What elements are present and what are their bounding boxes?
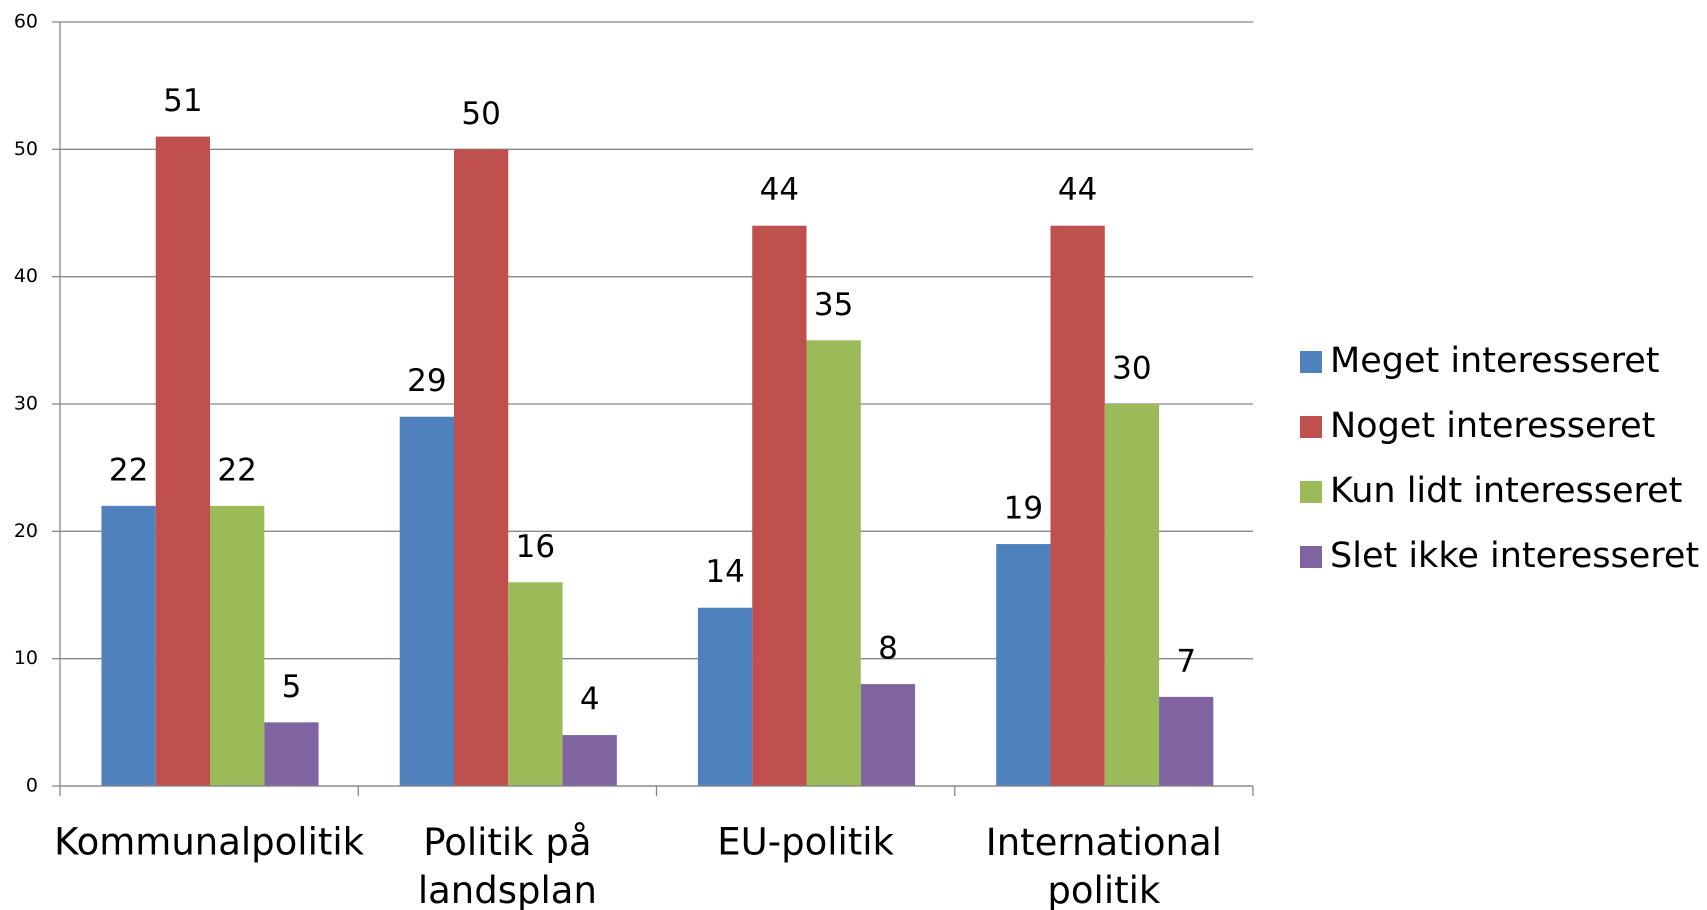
bar [453,149,509,787]
data-label: 44 [1058,172,1097,208]
data-label: 35 [814,287,853,323]
data-label: 22 [217,452,256,488]
x-tick-label: Politik på landsplan [418,821,597,910]
bar [210,505,265,786]
x-tick-label: International politik [986,821,1222,910]
bar [101,505,156,786]
x-tick-label: Kommunalpolitik [54,821,364,864]
y-tick-label: 50 [14,138,38,160]
legend-label: Meget interesseret [1330,341,1660,381]
data-label: 29 [407,363,446,399]
data-label: 5 [282,669,302,705]
data-label: 19 [1004,491,1043,527]
y-tick-label: 10 [14,647,38,669]
data-label: 8 [878,631,898,667]
data-label: 16 [516,529,555,565]
y-tick-label: 30 [14,393,38,415]
x-tick-label: EU-politik [717,821,894,864]
bar [562,735,617,786]
data-label: 44 [760,172,799,208]
data-label: 4 [580,682,600,718]
y-tick-label: 40 [14,265,38,287]
bar [806,340,861,786]
legend-label: Kun lidt interesseret [1330,471,1682,511]
data-label: 30 [1112,351,1151,387]
legend-label: Noget interesseret [1330,406,1655,446]
bar [508,582,563,786]
bar [996,544,1051,786]
legend-label: Slet ikke interesseret [1330,536,1699,576]
legend-swatch [1300,351,1322,373]
legend-swatch [1300,546,1322,568]
data-label: 22 [109,452,148,488]
bar [1104,404,1160,786]
y-tick-label: 20 [14,520,38,542]
bar [155,136,211,787]
bar [752,225,807,786]
bar [860,684,916,786]
data-label: 14 [705,554,744,590]
bar [1159,696,1214,786]
bar [1050,225,1105,786]
legend-swatch [1300,416,1322,438]
y-tick-label: 60 [14,11,38,33]
y-tick-label: 0 [26,775,38,797]
bar [399,416,454,786]
data-label: 51 [163,83,202,119]
bar [264,722,319,786]
data-label: 50 [461,96,500,132]
legend-swatch [1300,481,1322,503]
data-label: 7 [1176,643,1196,679]
bar [697,607,753,786]
